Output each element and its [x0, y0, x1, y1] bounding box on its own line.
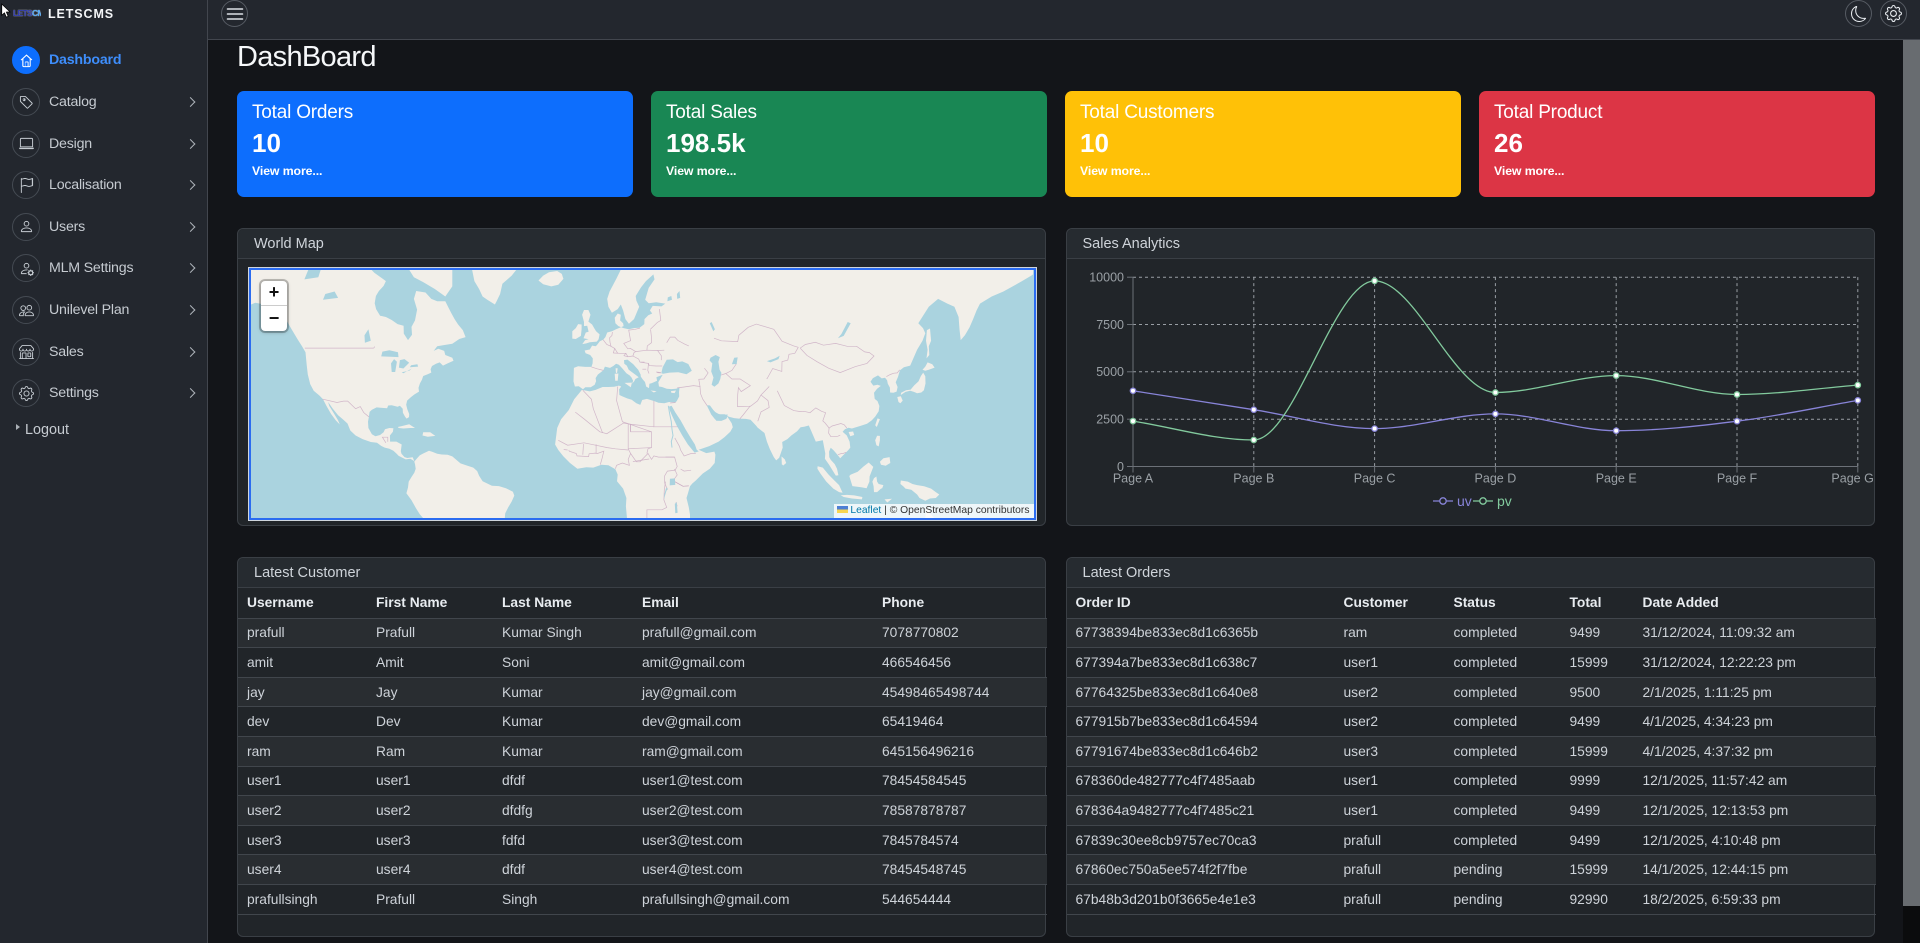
svg-text:uv: uv [1457, 493, 1472, 509]
svg-text:7500: 7500 [1096, 318, 1124, 332]
svg-text:Page F: Page F [1716, 472, 1757, 486]
svg-text:pv: pv [1497, 493, 1512, 509]
svg-text:Page G: Page G [1831, 472, 1873, 486]
svg-text:5000: 5000 [1096, 365, 1124, 379]
svg-text:Page D: Page D [1474, 472, 1516, 486]
svg-text:Page A: Page A [1112, 472, 1153, 486]
svg-text:10000: 10000 [1089, 271, 1124, 285]
svg-text:Page C: Page C [1353, 472, 1395, 486]
svg-text:Page E: Page E [1595, 472, 1636, 486]
svg-text:0: 0 [1117, 460, 1124, 474]
svg-text:Page B: Page B [1233, 472, 1274, 486]
svg-text:2500: 2500 [1096, 413, 1124, 427]
